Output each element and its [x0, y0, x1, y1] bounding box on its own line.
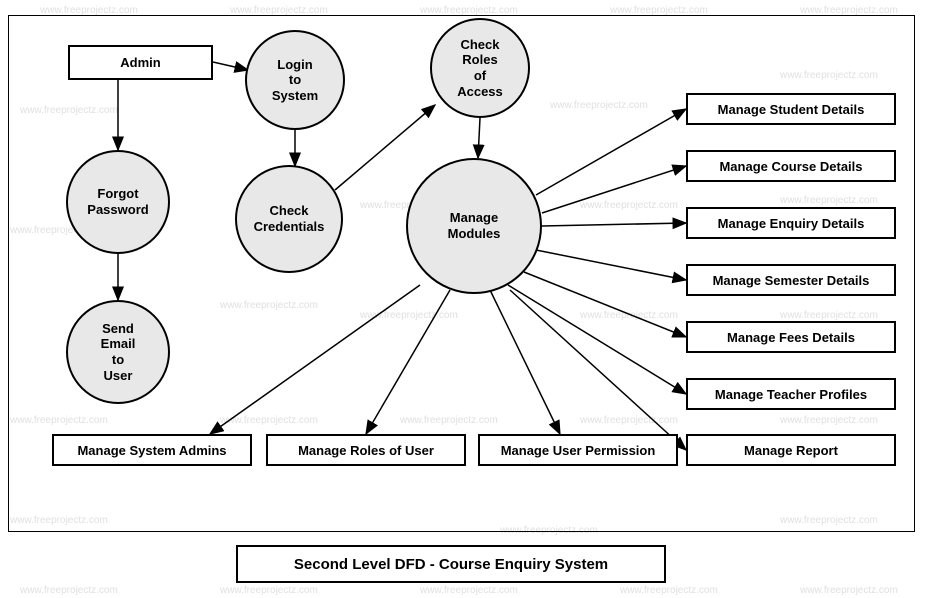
rect-r5: Manage Fees Details [686, 321, 896, 353]
watermark: www.freeprojectz.com [420, 585, 518, 596]
footer-title: Second Level DFD - Course Enquiry System [236, 545, 666, 583]
circle-checkroles: CheckRolesofAccess [430, 18, 530, 118]
circle-manage: ManageModules [406, 158, 542, 294]
circle-checkcred: CheckCredentials [235, 165, 343, 273]
watermark: www.freeprojectz.com [20, 585, 118, 596]
rect-r1: Manage Student Details [686, 93, 896, 125]
rect-admin: Admin [68, 45, 213, 80]
rect-r2: Manage Course Details [686, 150, 896, 182]
rect-r4: Manage Semester Details [686, 264, 896, 296]
rect-r9: Manage Roles of User [266, 434, 466, 466]
footer-title-text: Second Level DFD - Course Enquiry System [294, 556, 608, 573]
rect-r10: Manage User Permission [478, 434, 678, 466]
rect-r3: Manage Enquiry Details [686, 207, 896, 239]
circle-login: LogintoSystem [245, 30, 345, 130]
watermark: www.freeprojectz.com [800, 585, 898, 596]
watermark: www.freeprojectz.com [220, 585, 318, 596]
rect-r7: Manage Report [686, 434, 896, 466]
rect-r8: Manage System Admins [52, 434, 252, 466]
watermark: www.freeprojectz.com [620, 585, 718, 596]
circle-forgot: ForgotPassword [66, 150, 170, 254]
rect-r6: Manage Teacher Profiles [686, 378, 896, 410]
circle-sendemail: SendEmailtoUser [66, 300, 170, 404]
